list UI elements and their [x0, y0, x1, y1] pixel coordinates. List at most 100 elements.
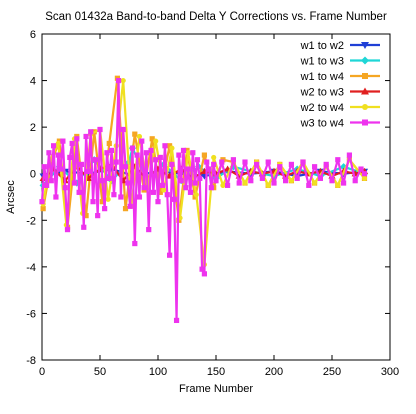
- data-point: [83, 133, 89, 140]
- y-tick-label: 0: [30, 169, 36, 181]
- data-point: [153, 157, 159, 163]
- data-point: [109, 147, 115, 154]
- data-point: [136, 133, 143, 140]
- data-point: [254, 161, 260, 167]
- data-point: [197, 175, 203, 181]
- data-point: [60, 138, 66, 144]
- data-point: [41, 164, 47, 170]
- legend-swatch-marker: [362, 73, 368, 79]
- data-point: [213, 178, 219, 184]
- data-point: [115, 77, 122, 84]
- data-point: [192, 194, 198, 200]
- data-point: [317, 175, 323, 181]
- legend-swatch-marker: [361, 42, 369, 49]
- data-point: [162, 143, 168, 149]
- data-point: [185, 166, 191, 172]
- data-point: [55, 140, 61, 147]
- data-point: [193, 192, 199, 198]
- data-point: [169, 145, 175, 151]
- data-point: [71, 180, 78, 186]
- data-point: [335, 157, 341, 163]
- data-point: [176, 152, 182, 158]
- data-point: [40, 206, 46, 212]
- plot-area: 0 50 100 150 200 250 300 -8 -6 -4 -2 0 2 4 6: [26, 29, 399, 378]
- x-tick-label: 100: [149, 366, 167, 378]
- legend-swatch-marker: [362, 119, 368, 126]
- data-point: [125, 180, 131, 186]
- data-point: [48, 178, 54, 184]
- data-point: [78, 161, 85, 167]
- data-point: [169, 161, 175, 167]
- data-point: [149, 136, 155, 142]
- data-point: [55, 152, 61, 158]
- data-point: [95, 213, 101, 219]
- y-tick-label: -4: [26, 262, 36, 274]
- data-point: [85, 168, 91, 174]
- data-point: [335, 182, 341, 188]
- data-point: [220, 182, 226, 188]
- data-point: [352, 178, 358, 184]
- data-point: [204, 159, 210, 165]
- data-point: [139, 138, 145, 144]
- data-point: [194, 157, 201, 163]
- data-point: [201, 271, 207, 277]
- legend-label: w3 to w4: [300, 118, 344, 130]
- data-point: [106, 175, 112, 181]
- data-point: [62, 185, 68, 191]
- data-point: [358, 166, 364, 172]
- data-point: [265, 182, 271, 188]
- data-point: [64, 227, 71, 233]
- data-point: [81, 224, 87, 230]
- data-point: [180, 147, 187, 154]
- data-point: [219, 159, 225, 165]
- data-point: [51, 143, 57, 149]
- y-tick-label: -8: [26, 355, 36, 367]
- data-point: [99, 199, 105, 205]
- data-point: [288, 178, 294, 184]
- data-point: [148, 147, 154, 154]
- data-point: [164, 192, 170, 198]
- data-point: [97, 126, 103, 133]
- y-tick-label: 2: [30, 122, 36, 134]
- legend-label: w2 to w3: [300, 87, 344, 99]
- data-point: [92, 157, 98, 163]
- data-point: [153, 138, 159, 144]
- data-point: [312, 164, 318, 170]
- data-point: [120, 77, 126, 84]
- data-point: [90, 199, 96, 205]
- y-tick-label: 6: [30, 29, 36, 41]
- data-point: [171, 196, 177, 202]
- y-axis-title: Arcsec: [5, 180, 17, 214]
- data-point: [74, 136, 80, 142]
- data-point: [184, 147, 190, 154]
- data-point: [346, 152, 352, 158]
- data-point: [288, 161, 294, 167]
- data-point: [161, 187, 167, 193]
- data-point: [248, 178, 254, 184]
- x-tick-label: 300: [381, 366, 399, 378]
- data-point: [265, 159, 271, 165]
- data-point: [271, 180, 277, 186]
- x-tick-label: 150: [207, 366, 225, 378]
- data-point: [340, 163, 348, 171]
- data-point: [122, 206, 129, 212]
- data-point: [99, 178, 105, 184]
- x-axis-title: Frame Number: [179, 383, 253, 395]
- data-point: [105, 196, 111, 202]
- data-point: [242, 159, 248, 165]
- data-point: [185, 150, 191, 156]
- data-point: [141, 185, 147, 191]
- data-point: [44, 182, 50, 188]
- data-point: [157, 154, 163, 161]
- data-point: [211, 154, 217, 161]
- chart-title: Scan 01432a Band-to-band Delta Y Correct…: [45, 11, 387, 23]
- data-point: [48, 159, 54, 165]
- data-point: [341, 180, 347, 186]
- data-point: [150, 189, 156, 195]
- x-tick-label: 0: [39, 366, 45, 378]
- data-point: [76, 189, 82, 195]
- data-point: [146, 227, 152, 233]
- y-tick-label: -2: [26, 215, 36, 227]
- data-point: [167, 143, 173, 149]
